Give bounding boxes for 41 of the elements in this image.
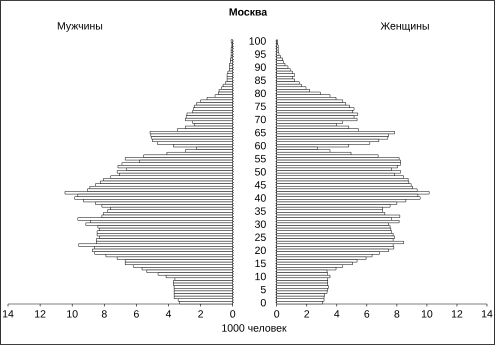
y-tick-label: 75 bbox=[255, 102, 266, 110]
x-tick-label: 4 bbox=[334, 310, 340, 318]
y-tick-label: 40 bbox=[254, 194, 266, 202]
y-tick-label: 30 bbox=[254, 220, 266, 228]
text: Женщины bbox=[380, 22, 429, 32]
text: Мужчины bbox=[58, 22, 102, 32]
x-tick-label: 6 bbox=[134, 310, 139, 318]
x-tick-label: 12 bbox=[452, 310, 462, 318]
y-tick-label: 80 bbox=[255, 90, 266, 98]
y-tick-label: 0 bbox=[260, 298, 266, 306]
y-tick-label: 50 bbox=[254, 168, 266, 176]
x-tick-label: 2 bbox=[304, 310, 310, 318]
y-tick-label: 70 bbox=[255, 116, 266, 124]
y-tick-label: 45 bbox=[254, 181, 266, 189]
x-tick-label: 8 bbox=[394, 310, 400, 318]
x-tick-label: 0 bbox=[274, 310, 280, 318]
y-tick-label: 85 bbox=[255, 76, 266, 84]
y-tick-label: 100 bbox=[250, 37, 266, 45]
y-tick-label: 65 bbox=[255, 128, 266, 136]
x-tick-label: 14 bbox=[2, 310, 14, 318]
y-tick-label: 90 bbox=[255, 63, 266, 71]
x-tick-label: 10 bbox=[422, 310, 432, 318]
y-tick-label: 60 bbox=[255, 142, 266, 150]
x-axis-title: 1000 человек bbox=[222, 324, 287, 332]
chart-title: Москва bbox=[230, 8, 268, 16]
x-tick-label: 6 bbox=[364, 310, 370, 318]
y-tick-label: 20 bbox=[255, 246, 266, 254]
y-tick-label: 35 bbox=[254, 207, 266, 215]
y-tick-label: 95 bbox=[255, 50, 266, 58]
x-tick-label: 12 bbox=[35, 310, 46, 318]
y-tick-label: 25 bbox=[255, 234, 266, 241]
y-tick-label: 5 bbox=[260, 286, 266, 294]
y-tick-label: 15 bbox=[255, 260, 266, 268]
y-tick-label: 10 bbox=[255, 272, 266, 280]
x-tick-label: 0 bbox=[230, 310, 236, 318]
x-tick-label: 8 bbox=[102, 310, 107, 318]
x-tick-label: 14 bbox=[482, 310, 493, 318]
x-tick-label: 10 bbox=[67, 310, 78, 318]
y-tick-label: 55 bbox=[254, 155, 266, 162]
x-tick-label: 2 bbox=[198, 310, 203, 318]
x-tick-label: 4 bbox=[166, 310, 172, 318]
